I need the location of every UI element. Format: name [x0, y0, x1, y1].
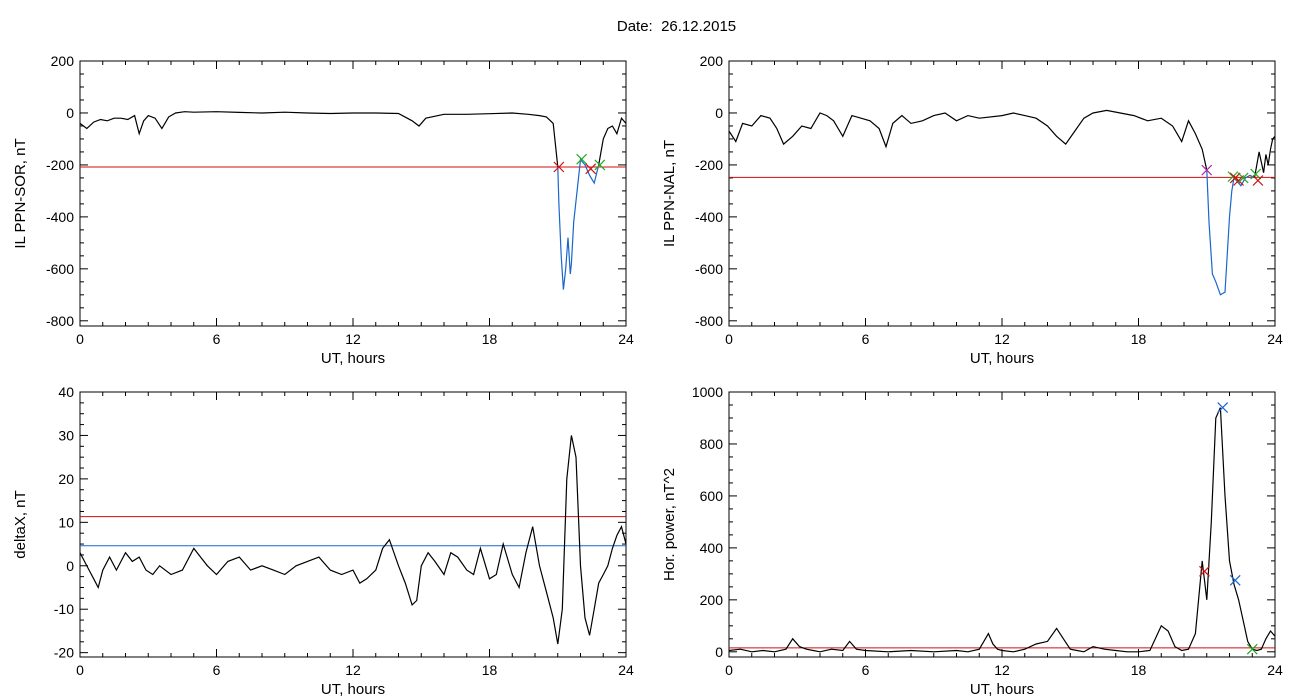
x-axis-label: UT, hours: [321, 350, 385, 367]
series-line: [729, 407, 1275, 653]
x-tick-label: 24: [1267, 331, 1283, 347]
x-tick-label: 0: [725, 662, 733, 678]
y-tick-label: 200: [700, 592, 724, 608]
y-tick-label: -400: [695, 209, 723, 225]
series-line: [729, 109, 1208, 171]
y-tick-label: 0: [66, 105, 74, 121]
plot-frame: [728, 391, 1276, 658]
x-tick-label: 18: [482, 662, 498, 678]
x-tick-label: 18: [1131, 662, 1147, 678]
y-tick-label: -400: [46, 209, 74, 225]
y-tick-label: -800: [46, 313, 74, 329]
page-title: Date: 26.12.2015: [0, 18, 1300, 35]
y-tick-label: 1000: [692, 384, 723, 400]
x-axis-label: UT, hours: [321, 681, 385, 698]
chart-panel-1: 0 6 12 18 24 -800 -600 -400 -200 0 200 UT, hours IL …: [12, 53, 634, 367]
y-tick-label: 10: [58, 514, 74, 530]
series-line: [598, 116, 626, 166]
y-tick-label: 20: [58, 471, 74, 487]
marker-cross: [1227, 171, 1239, 183]
y-tick-label: -20: [54, 645, 74, 661]
y-axis-label: deltaX, nT: [12, 490, 29, 558]
x-tick-label: 6: [213, 662, 221, 678]
plot-frame: [79, 391, 627, 658]
y-tick-label: -600: [695, 261, 723, 277]
y-tick-label: -600: [46, 261, 74, 277]
series-line: [80, 435, 626, 645]
y-tick-label: 0: [715, 105, 723, 121]
x-tick-label: 18: [1131, 331, 1147, 347]
series-line: [557, 158, 600, 290]
plot-frame: [79, 60, 627, 327]
marker-cross: [594, 159, 606, 171]
y-tick-label: 600: [700, 488, 724, 504]
x-tick-label: 24: [618, 331, 634, 347]
series-line: [80, 111, 559, 168]
y-tick-label: -200: [46, 157, 74, 173]
y-tick-label: 200: [51, 53, 75, 69]
y-axis-label: IL PPN-SOR, nT: [12, 138, 29, 248]
x-axis-label: UT, hours: [970, 681, 1034, 698]
x-tick-label: 0: [725, 331, 733, 347]
marker-cross: [585, 163, 597, 175]
marker-cross: [1199, 565, 1210, 577]
marker-cross: [1217, 402, 1229, 414]
x-tick-label: 0: [76, 331, 84, 347]
series-line: [1206, 170, 1255, 296]
y-tick-label: 0: [715, 644, 723, 660]
y-tick-label: 200: [700, 53, 724, 69]
y-tick-label: -10: [54, 601, 74, 617]
chart-panel-3: 0 6 12 18 24 -20 -10 0 10 20 30 40 UT, hours deltaX, …: [12, 384, 634, 698]
chart-panel-2: 0 6 12 18 24 -800 -600 -400 -200 0 200 UT, hours IL …: [661, 53, 1283, 367]
x-tick-label: 12: [345, 662, 361, 678]
y-tick-label: 0: [66, 558, 74, 574]
marker-cross: [1252, 175, 1264, 186]
date-label: Date:: [616, 18, 653, 35]
date-value: 26.12.2015: [661, 18, 737, 35]
x-tick-label: 6: [862, 662, 870, 678]
marker-cross: [1237, 172, 1249, 184]
chart-panel-4: 0 6 12 18 24 0 200 400 600 800 1000 UT, hours Hor. p…: [661, 384, 1283, 698]
x-axis-label: UT, hours: [970, 350, 1034, 367]
y-tick-label: 400: [700, 540, 724, 556]
x-tick-label: 0: [76, 662, 84, 678]
marker-cross: [1246, 643, 1258, 655]
series-line: [1253, 135, 1275, 179]
y-axis-label: Hor. power, nT^2: [661, 468, 678, 581]
x-tick-label: 24: [1267, 662, 1283, 678]
x-tick-label: 12: [994, 662, 1010, 678]
y-tick-label: -200: [695, 157, 723, 173]
marker-cross: [1250, 168, 1262, 180]
marker-cross: [1229, 574, 1241, 586]
marker-cross: [576, 153, 588, 165]
marker-cross: [1201, 164, 1213, 176]
x-tick-label: 12: [994, 331, 1010, 347]
x-tick-label: 6: [213, 331, 221, 347]
marker-cross: [553, 161, 565, 173]
y-tick-label: 800: [700, 436, 724, 452]
x-tick-label: 18: [482, 331, 498, 347]
y-tick-label: -800: [695, 313, 723, 329]
x-tick-label: 12: [345, 331, 361, 347]
plot-frame: [728, 60, 1276, 327]
y-tick-label: 40: [58, 384, 74, 400]
y-axis-label: IL PPN-NAL, nT: [661, 140, 678, 247]
y-tick-label: 30: [58, 427, 74, 443]
x-tick-label: 24: [618, 662, 634, 678]
x-tick-label: 6: [862, 331, 870, 347]
